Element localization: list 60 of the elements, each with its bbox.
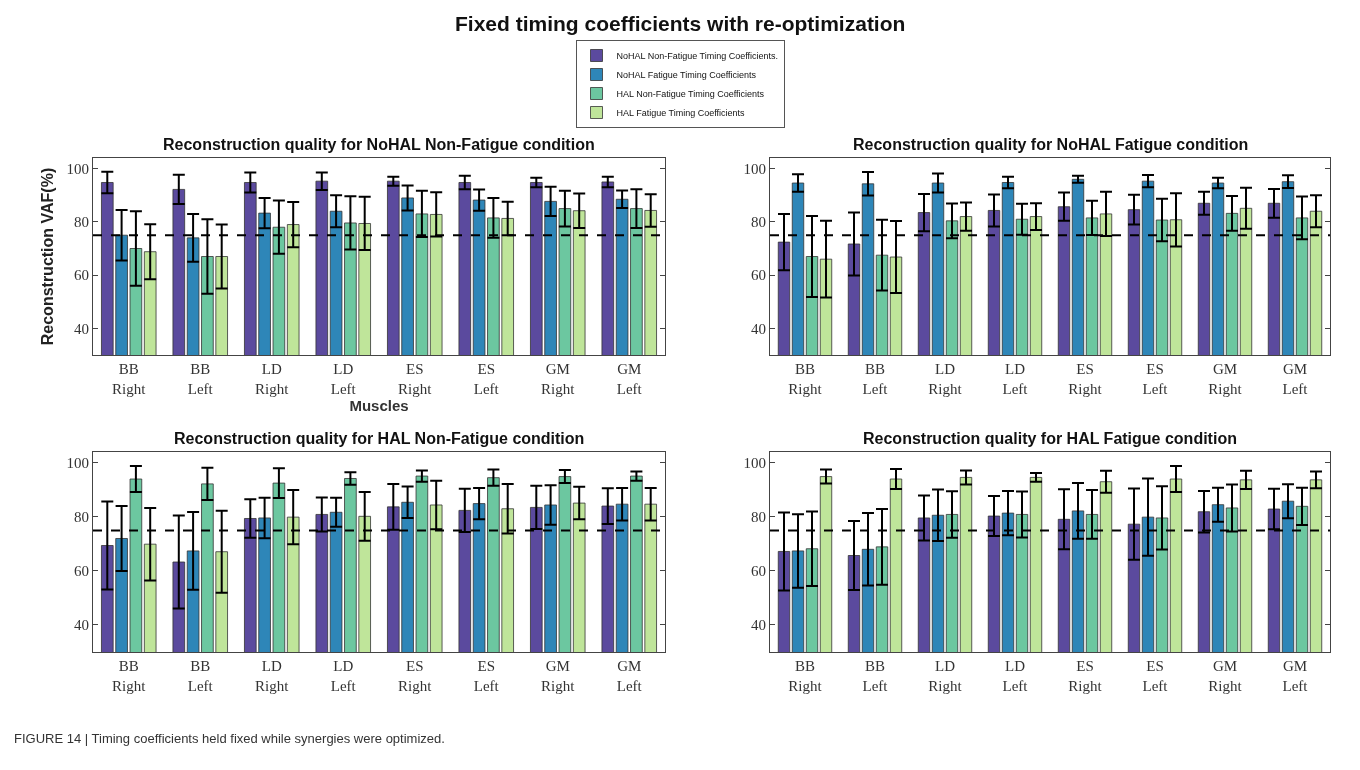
- y-tick-label: 60: [751, 267, 766, 284]
- y-tick-label: 80: [751, 214, 766, 231]
- y-tick-label: 60: [751, 563, 766, 580]
- y-tick-label: 100: [743, 455, 766, 472]
- x-tick-label: GM Left: [616, 658, 643, 694]
- x-tick-label: LD Left: [330, 361, 357, 397]
- chart-title: Reconstruction quality for NoHAL Non-Fatigue condition: [163, 136, 595, 153]
- y-tick-label: 80: [751, 509, 766, 526]
- x-tick-label: BB Right: [112, 361, 147, 397]
- x-axis-title: Muscles: [349, 396, 409, 414]
- x-tick-label: GM Left: [1282, 361, 1309, 397]
- x-tick-label: GM Right: [1208, 658, 1243, 694]
- x-tick-label: LD Right: [928, 361, 963, 397]
- chart-title: Reconstruction quality for HAL Fatigue condition: [863, 430, 1237, 447]
- chart-title: Reconstruction quality for NoHAL Fatigue condition: [853, 136, 1249, 153]
- x-tick-label: BB Left: [862, 658, 889, 694]
- x-tick-label: ES Right: [398, 361, 433, 397]
- x-tick-label: ES Right: [1068, 361, 1103, 397]
- chart-title: Reconstruction quality for HAL Non-Fatigue condition: [174, 430, 585, 447]
- y-tick-label: 100: [66, 455, 89, 472]
- x-tick-label: BB Right: [112, 658, 147, 694]
- x-tick-label: LD Left: [330, 658, 357, 694]
- y-tick-label: 80: [74, 214, 89, 231]
- x-tick-label: ES Left: [473, 361, 500, 397]
- y-tick-label: 80: [74, 509, 89, 526]
- x-tick-label: BB Right: [788, 658, 823, 694]
- x-tick-label: LD Right: [255, 361, 290, 397]
- text: Fixed timing coefficients with re-optimization: [455, 12, 906, 35]
- x-tick-label: ES Left: [1142, 361, 1169, 397]
- x-tick-label: LD Left: [1002, 361, 1029, 397]
- x-tick-label: GM Right: [541, 658, 576, 694]
- y-tick-label: 60: [74, 563, 89, 580]
- legend-label: HAL Non-Fatigue Timing Coefficients: [616, 89, 765, 100]
- x-tick-label: GM Right: [541, 361, 576, 397]
- x-tick-label: BB Left: [187, 658, 214, 694]
- x-tick-label: BB Right: [788, 361, 823, 397]
- x-tick-label: BB Left: [187, 361, 214, 397]
- legend-label: NoHAL Non-Fatigue Timing Coefficients.: [616, 51, 779, 62]
- x-tick-label: ES Right: [398, 658, 433, 694]
- x-tick-label: LD Left: [1002, 658, 1029, 694]
- y-tick-label: 40: [751, 320, 766, 337]
- caption: FIGURE 14 | Timing coefficients held fixed while synergies were optimized.: [14, 731, 445, 746]
- x-tick-label: GM Left: [616, 361, 643, 397]
- y-tick-label: 100: [743, 160, 766, 177]
- x-tick-label: LD Right: [255, 658, 290, 694]
- x-tick-label: GM Left: [1282, 658, 1309, 694]
- x-tick-label: LD Right: [928, 658, 963, 694]
- legend-label: HAL Fatigue Timing Coefficients: [616, 108, 746, 119]
- y-tick-label: 60: [74, 267, 89, 284]
- x-tick-label: ES Left: [473, 658, 500, 694]
- y-axis-title: Reconstruction VAF(%): [39, 167, 57, 346]
- x-tick-label: BB Left: [862, 361, 889, 397]
- y-tick-label: 40: [74, 320, 89, 337]
- y-tick-label: 40: [74, 617, 89, 634]
- y-tick-label: 40: [751, 617, 766, 634]
- legend-label: NoHAL Fatigue Timing Coefficients: [616, 70, 757, 81]
- y-tick-label: 100: [66, 160, 89, 177]
- x-tick-label: ES Left: [1142, 658, 1169, 694]
- x-tick-label: ES Right: [1068, 658, 1103, 694]
- x-tick-label: GM Right: [1208, 361, 1243, 397]
